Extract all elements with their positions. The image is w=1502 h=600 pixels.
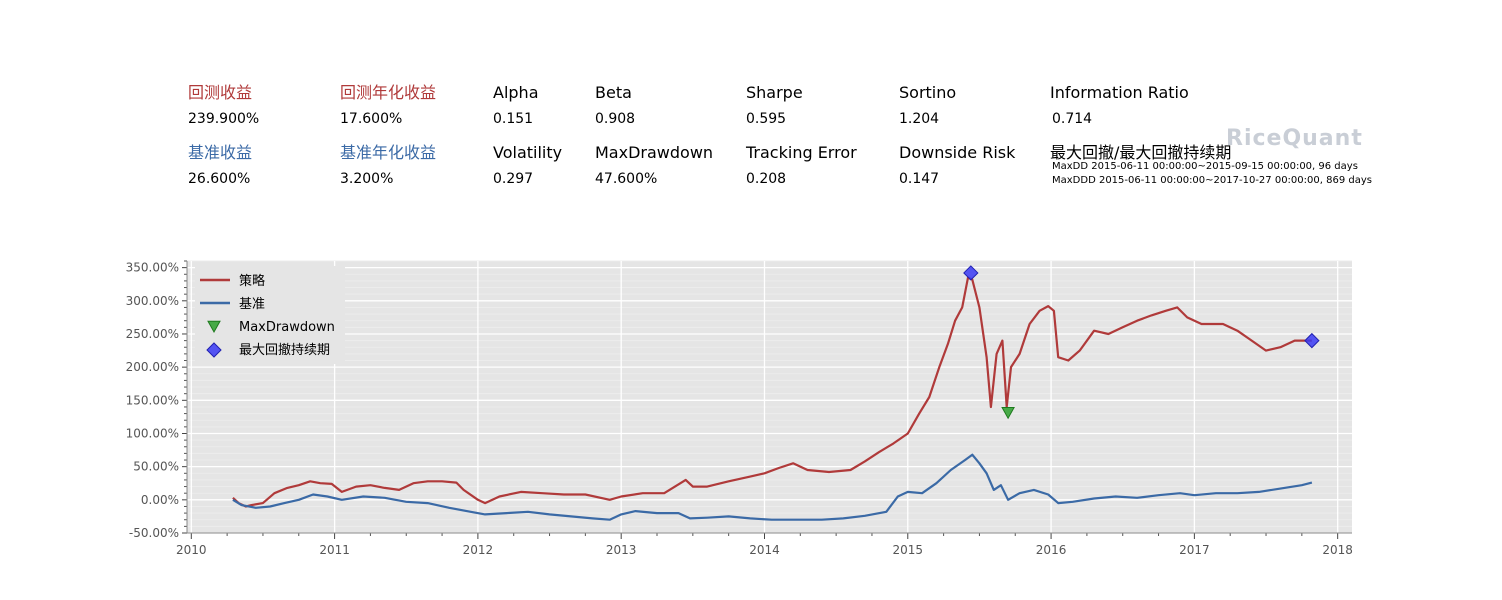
maxddd-line: MaxDDD 2015-06-11 00:00:00~2017-10-27 00… (1052, 175, 1372, 186)
sharpe-value: 0.595 (746, 111, 787, 127)
y-tick-label: 200.00% (126, 360, 179, 374)
legend-label: 基准 (239, 297, 265, 312)
benchmark-return-value: 26.600% (188, 171, 251, 187)
sortino-label: Sortino (899, 83, 957, 102)
legend-label: MaxDrawdown (239, 320, 335, 335)
downside-risk-label: Downside Risk (899, 143, 1016, 162)
benchmark-annual-label: 基准年化收益 (340, 143, 437, 162)
maxdd-line: MaxDD 2015-06-11 00:00:00~2015-09-15 00:… (1052, 161, 1358, 172)
benchmark-annual-value: 3.200% (340, 171, 394, 187)
x-tick-label: 2016 (1036, 543, 1067, 557)
y-tick-label: 100.00% (126, 426, 179, 440)
x-tick-label: 2017 (1179, 543, 1210, 557)
legend-box (195, 266, 345, 364)
info-ratio-value: 0.714 (1052, 111, 1093, 127)
y-tick-label: 50.00% (133, 460, 179, 474)
volatility-value: 0.297 (493, 171, 534, 187)
volatility-label: Volatility (493, 143, 563, 162)
legend-maxddd: 最大回撤持续期 (206, 342, 330, 358)
x-tick-label: 2011 (319, 543, 350, 557)
y-tick-label: -50.00% (129, 526, 179, 540)
return-label: 回测收益 (188, 83, 253, 102)
x-tick-label: 2015 (893, 543, 924, 557)
tracking-error-label: Tracking Error (746, 143, 857, 162)
legend-swatch (207, 320, 221, 334)
annual-return-value: 17.600% (340, 111, 403, 127)
y-tick-label: 350.00% (126, 261, 179, 275)
benchmark-line (232, 453, 1313, 521)
x-tick-label: 2013 (606, 543, 637, 557)
axes: -50.00% 0.00% 50.00% 100.00% 150.00% 200.00% 2… (126, 260, 1353, 557)
maxdrawdown-label: MaxDrawdown (595, 143, 714, 162)
alpha-value: 0.151 (493, 111, 534, 127)
legend-benchmark: 基准 (200, 297, 265, 312)
beta-label: Beta (595, 83, 632, 102)
sharpe-label: Sharpe (746, 83, 803, 102)
maxdd-title: 最大回撤/最大回撤持续期 (1050, 143, 1232, 162)
strategy-line (232, 276, 1312, 508)
x-tick-label: 2014 (749, 543, 780, 557)
markers-layer (963, 265, 1320, 420)
return-value: 239.900% (188, 111, 260, 127)
info-ratio-label: Information Ratio (1050, 83, 1189, 102)
legend-label: 策略 (239, 273, 265, 289)
y-tick-label: 150.00% (126, 393, 179, 407)
legend-label: 最大回撤持续期 (239, 342, 330, 358)
annual-return-label: 回测年化收益 (340, 83, 437, 102)
plot-area (187, 261, 1352, 533)
legend-maxdrawdown: MaxDrawdown (207, 320, 335, 335)
tracking-error-value: 0.208 (746, 171, 787, 187)
legend-strategy: 策略 (200, 273, 265, 289)
series-layer (232, 276, 1313, 521)
x-tick-label: 2018 (1322, 543, 1353, 557)
benchmark-return-label: 基准收益 (188, 143, 253, 162)
beta-value: 0.908 (595, 111, 636, 127)
y-tick-label: 250.00% (126, 327, 179, 341)
y-tick-label: 0.00% (141, 493, 179, 507)
sortino-value: 1.204 (899, 111, 940, 127)
alpha-label: Alpha (493, 83, 539, 102)
x-tick-label: 2010 (176, 543, 207, 557)
legend-swatch (206, 342, 222, 358)
maxddd-marker (963, 265, 979, 281)
ricequant-watermark: RiceQuant (1226, 126, 1363, 151)
y-tick-label: 300.00% (126, 294, 179, 308)
grid-lines (187, 260, 1352, 534)
maxddd-marker (1304, 332, 1320, 349)
maxdrawdown-value: 47.600% (595, 171, 658, 187)
maxdrawdown-marker (1001, 406, 1015, 420)
x-tick-label: 2012 (463, 543, 494, 557)
downside-risk-value: 0.147 (899, 171, 940, 187)
